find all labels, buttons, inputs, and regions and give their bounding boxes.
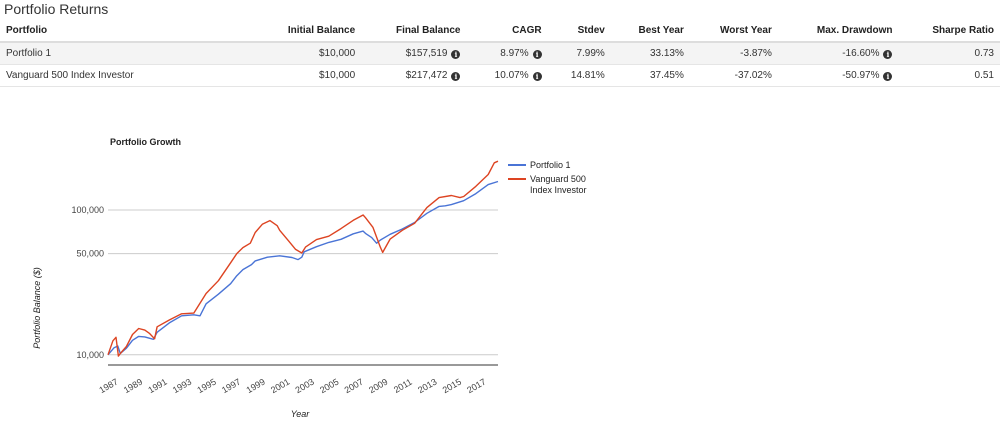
max-drawdown-value: -50.97%: [842, 70, 880, 81]
cell-best-year: 33.13%: [610, 42, 690, 65]
y-tick-label: 10,000: [76, 350, 104, 360]
series-line-1: [107, 180, 499, 356]
table-header-row: Portfolio Initial Balance Final Balance …: [0, 20, 1000, 43]
cell-sharpe-ratio: 0.51: [898, 64, 1000, 87]
cell-final-balance: $217,472 i: [361, 64, 467, 87]
cell-portfolio: Portfolio 1: [0, 42, 252, 65]
section-title: Portfolio Returns: [4, 1, 109, 17]
cagr-value: 8.97%: [500, 48, 529, 59]
header-worst-year[interactable]: Worst Year: [689, 20, 778, 43]
header-portfolio[interactable]: Portfolio: [0, 20, 252, 43]
cell-max-drawdown: -16.60% i: [777, 42, 899, 65]
header-sharpe-ratio[interactable]: Sharpe Ratio: [898, 20, 1000, 43]
cell-stdev: 14.81%: [547, 64, 611, 87]
y-tick-label: 100,000: [71, 205, 104, 215]
x-tick-label: 2005: [318, 377, 340, 396]
info-icon[interactable]: i: [883, 50, 893, 59]
portfolio-returns-table: Portfolio Initial Balance Final Balance …: [0, 20, 1000, 87]
y-axis-ticks: 10,000 50,000 100,000: [71, 205, 104, 360]
header-initial-balance[interactable]: Initial Balance: [252, 20, 362, 43]
x-tick-label: 2007: [343, 377, 365, 396]
cell-best-year: 37.45%: [610, 64, 690, 87]
info-icon[interactable]: i: [451, 72, 461, 81]
cell-sharpe-ratio: 0.73: [898, 42, 1000, 65]
x-axis-ticks: 1987 1989 1991 1993 1995 1997 1999 2001 2003 2005…: [97, 377, 487, 396]
legend-label: Vanguard 500 Index Investor: [530, 174, 587, 195]
table-row: Portfolio 1 $10,000 $157,519 i 8.97% i 7.9…: [0, 42, 1000, 65]
final-balance-value: $157,519: [405, 48, 448, 59]
cell-final-balance: $157,519 i: [361, 42, 467, 65]
cell-max-drawdown: -50.97% i: [777, 64, 899, 87]
header-max-drawdown[interactable]: Max. Drawdown: [777, 20, 899, 43]
final-balance-value: $217,472: [405, 70, 448, 81]
header-cagr[interactable]: CAGR: [466, 20, 548, 43]
chart-gridlines: [108, 209, 498, 366]
portfolio-growth-chart: Portfolio Growth 10,000 50,000 100,000 198…: [32, 137, 587, 419]
y-tick-label: 50,000: [76, 249, 104, 259]
x-tick-label: 1993: [171, 377, 193, 396]
cell-cagr: 10.07% i: [466, 64, 548, 87]
x-tick-label: 2015: [441, 377, 463, 396]
x-tick-label: 1987: [97, 377, 119, 396]
chart-legend: Portfolio 1 Vanguard 500 Index Investor: [508, 160, 587, 195]
cell-initial-balance: $10,000: [252, 42, 362, 65]
chart-series-lines: [107, 160, 499, 357]
cell-portfolio: Vanguard 500 Index Investor: [0, 64, 252, 87]
info-icon[interactable]: i: [451, 50, 461, 59]
info-icon[interactable]: i: [532, 50, 542, 59]
cell-cagr: 8.97% i: [466, 42, 548, 65]
x-tick-label: 2017: [465, 377, 487, 396]
x-tick-label: 2001: [269, 377, 291, 396]
max-drawdown-value: -16.60%: [842, 48, 880, 59]
x-tick-label: 1991: [146, 377, 168, 396]
x-tick-label: 1997: [220, 377, 242, 396]
cell-worst-year: -3.87%: [689, 42, 778, 65]
header-final-balance[interactable]: Final Balance: [361, 20, 467, 43]
x-tick-label: 1995: [195, 377, 217, 396]
cell-initial-balance: $10,000: [252, 64, 362, 87]
y-axis-label: Portfolio Balance ($): [32, 267, 42, 349]
cell-worst-year: -37.02%: [689, 64, 778, 87]
header-best-year[interactable]: Best Year: [610, 20, 690, 43]
x-tick-label: 2011: [392, 377, 414, 395]
cagr-value: 10.07%: [494, 70, 529, 81]
info-icon[interactable]: i: [532, 72, 542, 81]
x-tick-label: 2013: [416, 377, 438, 396]
table-row: Vanguard 500 Index Investor $10,000 $217…: [0, 64, 1000, 87]
x-tick-label: 1999: [244, 377, 266, 396]
info-icon[interactable]: i: [883, 72, 893, 81]
x-tick-label: 2009: [367, 377, 389, 396]
series-line-2: [107, 160, 499, 357]
chart-title: Portfolio Growth: [110, 137, 181, 147]
header-stdev[interactable]: Stdev: [547, 20, 611, 43]
x-tick-label: 2003: [294, 377, 316, 396]
cell-stdev: 7.99%: [547, 42, 611, 65]
legend-label: Portfolio 1: [530, 160, 571, 170]
x-axis-label: Year: [291, 409, 311, 419]
x-tick-label: 1989: [122, 377, 144, 396]
